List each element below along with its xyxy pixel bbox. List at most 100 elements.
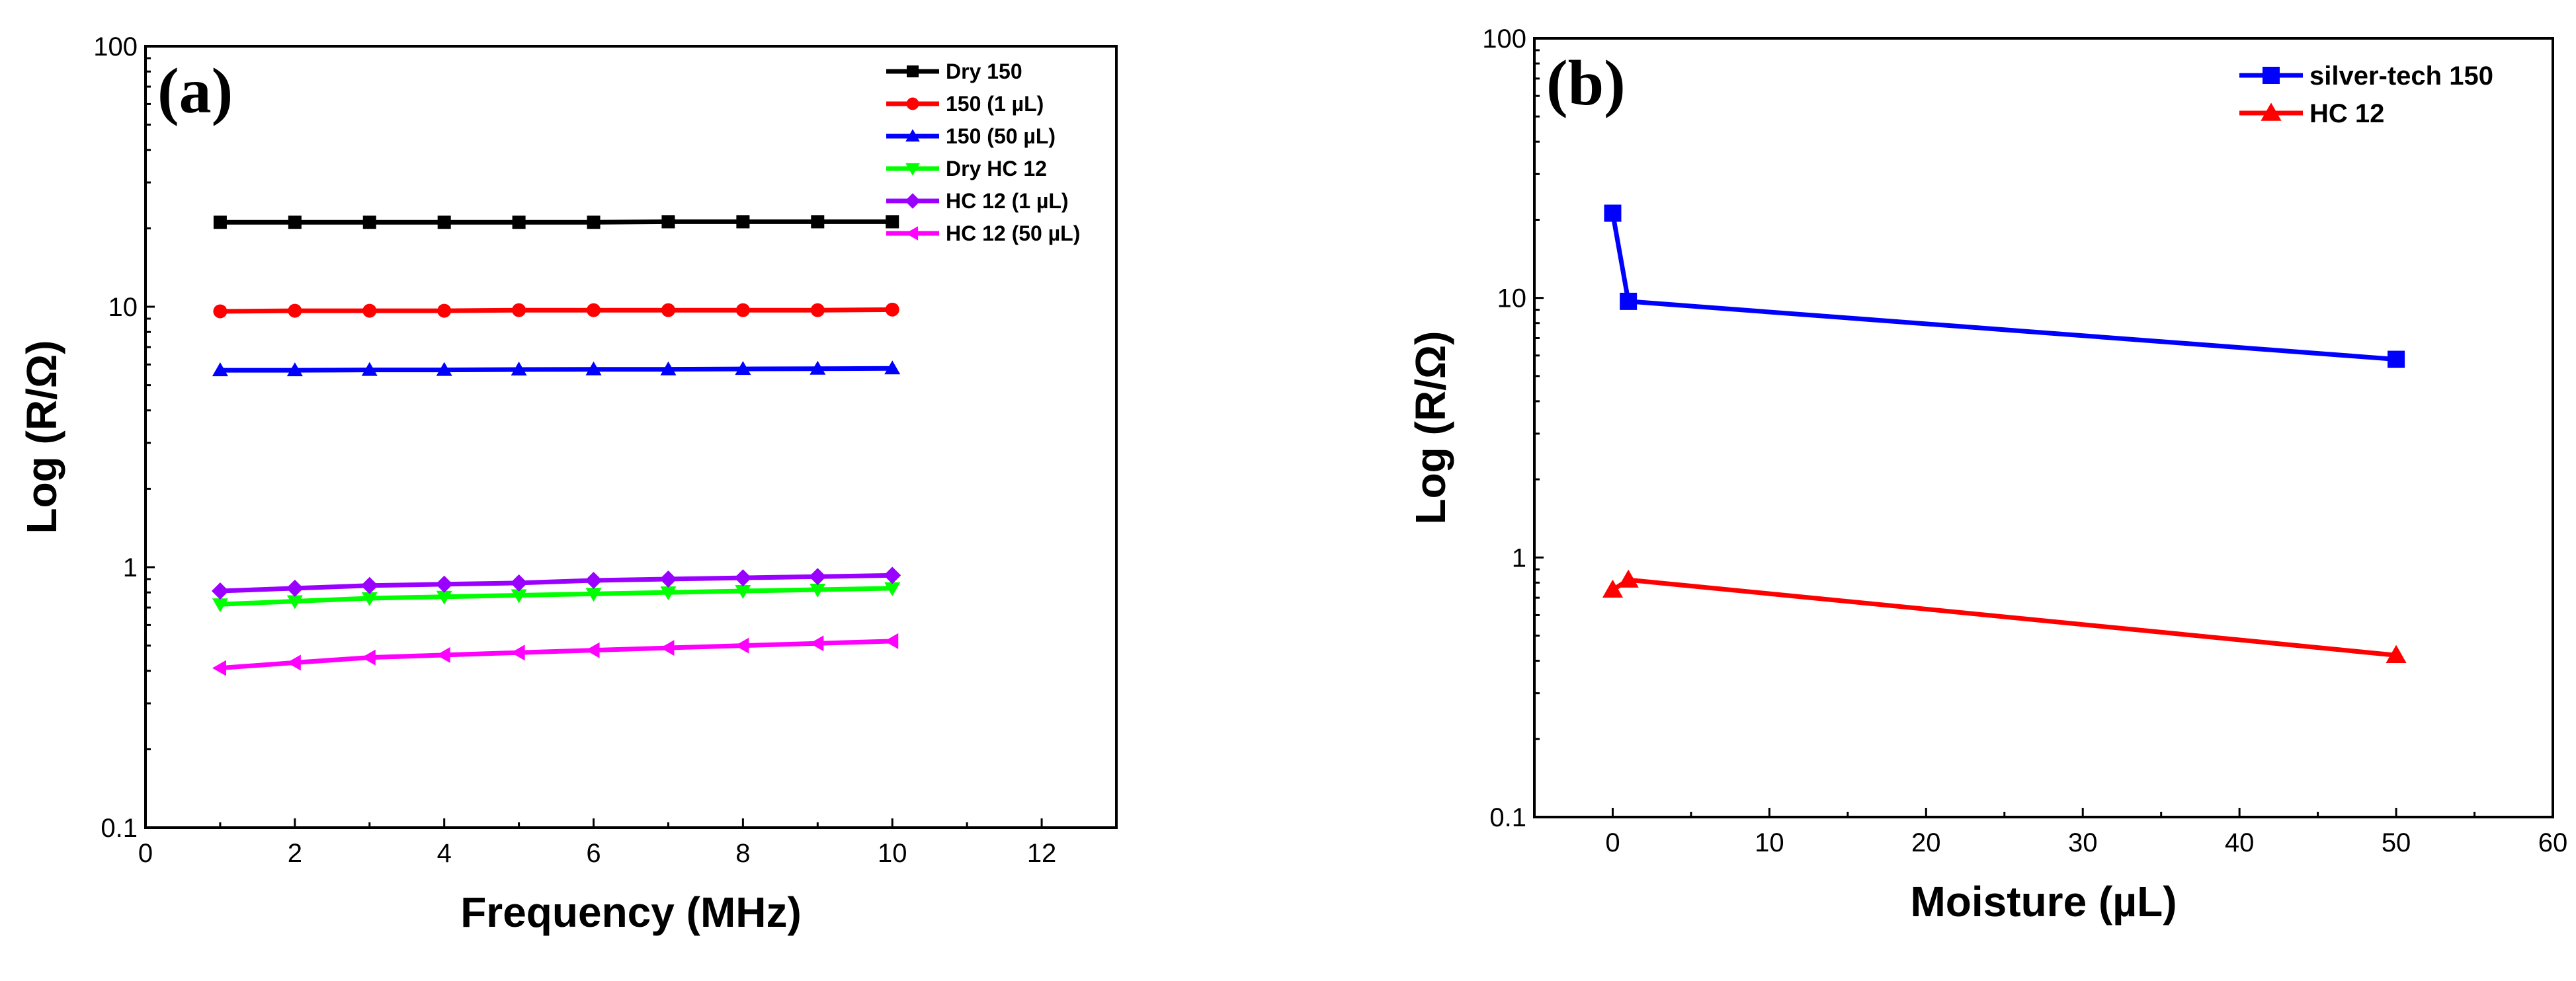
data-point (288, 216, 302, 229)
x-tick-label: 2 (288, 839, 302, 868)
series-2 (212, 360, 901, 377)
data-point (811, 215, 825, 229)
data-point (436, 647, 450, 663)
data-point (810, 360, 826, 375)
data-point (735, 637, 749, 654)
data-point (734, 569, 752, 587)
data-point (437, 303, 452, 318)
data-point (212, 362, 228, 377)
data-point (884, 582, 901, 596)
data-point (288, 303, 302, 318)
panel-b-legend: silver-tech 150 HC 12 (2239, 61, 2493, 128)
data-point (213, 304, 228, 319)
y-tick-label: 0.1 (1489, 803, 1526, 832)
series-1 (1602, 569, 2407, 663)
x-tick-label: 8 (735, 839, 750, 868)
x-tick-label: 10 (878, 839, 907, 868)
y-tick-label: 1 (123, 553, 138, 582)
x-tick-label: 10 (1755, 828, 1784, 857)
data-point (810, 583, 826, 598)
data-point (1604, 204, 1622, 222)
data-point (735, 585, 751, 600)
data-point (735, 361, 751, 375)
data-point (361, 649, 376, 666)
x-tick-label: 60 (2538, 828, 2568, 857)
legend-marker (907, 65, 919, 77)
series-5 (212, 633, 899, 676)
legend-label: 150 (1 µL) (946, 92, 1044, 116)
data-point (286, 654, 301, 671)
panel-a: 0 2 4 6 8 10 12 0.1 1 10 100 (a) Frequency (MHz) L… (18, 32, 1118, 936)
legend-marker (905, 193, 921, 209)
x-tick-label: 50 (2382, 828, 2411, 857)
data-point (1602, 579, 1624, 598)
series-4 (211, 567, 901, 600)
legend-marker (905, 226, 919, 241)
series-1 (213, 302, 899, 319)
data-point (585, 588, 602, 602)
data-point (212, 660, 226, 676)
data-point (435, 575, 453, 593)
data-point (1618, 569, 1639, 588)
y-tick-label: 1 (1512, 543, 1526, 572)
legend-label: HC 12 (50 µL) (946, 221, 1080, 245)
legend-marker (906, 97, 919, 110)
series-line (220, 586, 893, 607)
y-tick-label: 100 (1482, 24, 1526, 54)
series-line (220, 572, 893, 594)
legend-label: HC 12 (2309, 99, 2384, 128)
data-point (884, 633, 899, 649)
series-line (1610, 212, 2397, 362)
data-point (660, 640, 675, 656)
data-point (510, 574, 528, 592)
x-tick-label: 0 (138, 839, 153, 868)
data-point (659, 570, 677, 588)
series-3 (212, 582, 901, 613)
panel-a-series (211, 215, 901, 676)
data-point (436, 362, 452, 376)
data-point (512, 303, 526, 317)
data-point (809, 568, 827, 586)
data-point (286, 595, 303, 609)
x-tick-label: 20 (1911, 828, 1941, 857)
data-point (735, 303, 750, 317)
panel-b-ticks: 0 10 20 30 40 50 60 0.1 1 10 100 (1482, 24, 2567, 857)
data-point (884, 567, 901, 584)
legend-marker (905, 129, 920, 142)
data-point (511, 645, 525, 661)
data-point (810, 303, 825, 317)
y-tick-label: 10 (108, 293, 138, 322)
data-point (213, 216, 227, 229)
series-line (1611, 577, 2397, 658)
data-point (511, 589, 527, 604)
legend-label: HC 12 (1 µL) (946, 189, 1069, 213)
data-point (736, 215, 750, 229)
data-point (587, 216, 601, 229)
panel-a-ticks: 0 2 4 6 8 10 12 0.1 1 10 100 (93, 32, 1056, 868)
x-tick-label: 0 (1605, 828, 1620, 857)
legend-marker (2261, 102, 2282, 121)
y-tick-label: 0.1 (101, 814, 138, 843)
data-point (212, 598, 228, 613)
data-point (886, 215, 899, 229)
legend-label: silver-tech 150 (2309, 61, 2493, 91)
data-point (2386, 645, 2407, 663)
y-tick-label: 10 (1497, 284, 1527, 313)
legend-label: Dry HC 12 (946, 157, 1047, 180)
panel-a-x-axis-title: Frequency (MHz) (460, 888, 802, 936)
data-point (885, 302, 899, 317)
legend-label: 150 (50 µL) (946, 124, 1056, 148)
series-0 (1604, 204, 2405, 368)
data-point (361, 362, 378, 376)
series-line (220, 639, 893, 671)
data-point (585, 361, 602, 375)
panel-a-label: (a) (157, 56, 233, 127)
x-tick-label: 6 (586, 839, 601, 868)
data-point (360, 576, 378, 594)
data-point (437, 216, 451, 229)
panel-b-axes-frame (1533, 37, 2554, 818)
data-point (1620, 292, 1638, 310)
panel-a-y-axis-title: Log (R/Ω) (18, 340, 65, 534)
data-point (286, 362, 303, 377)
